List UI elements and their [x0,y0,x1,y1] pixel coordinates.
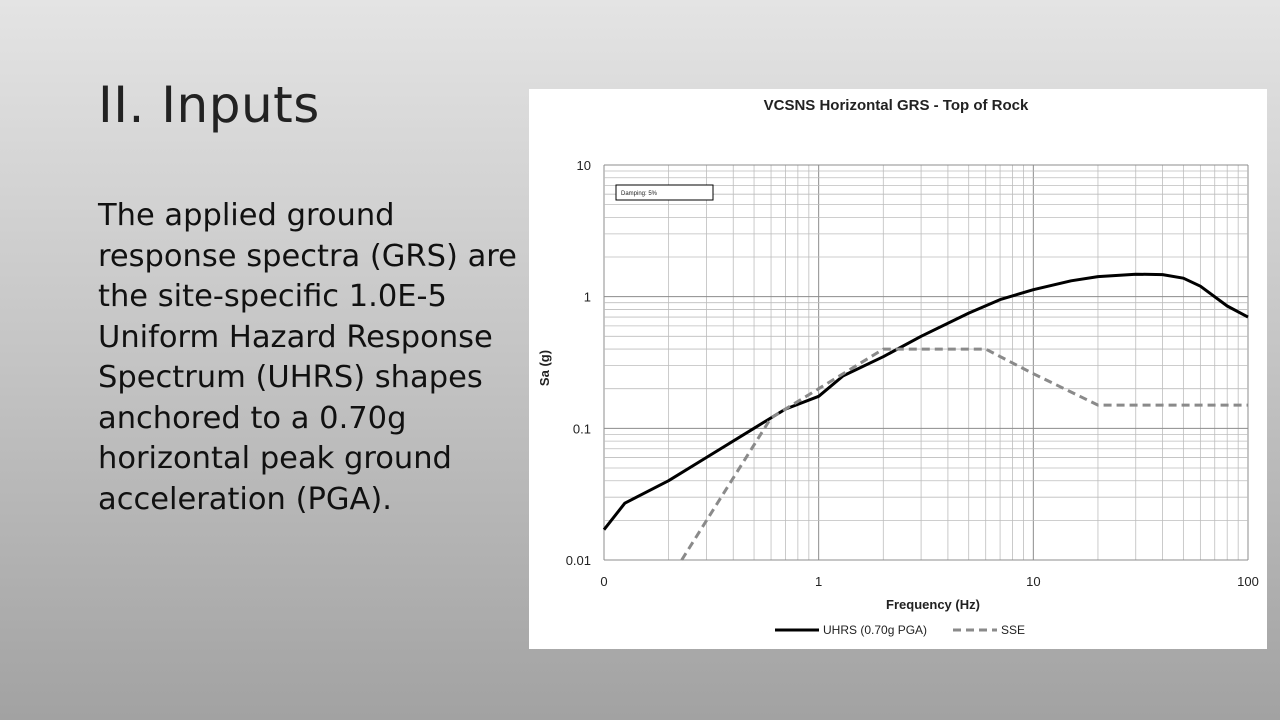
series-lines [602,272,1249,561]
y-tick-label: 0.1 [573,421,591,436]
damping-note: Damping: 5% [615,184,714,201]
x-tick-label: 10 [1026,574,1040,589]
y-tick-label: 1 [584,290,591,305]
chart-title: VCSNS Horizontal GRS - Top of Rock [764,97,1029,114]
x-axis-label: Frequency (Hz) [886,597,980,612]
y-tick-label: 10 [577,158,591,173]
legend-label: SSE [1001,623,1025,637]
series-line-uhrs [602,272,1249,531]
y-tick-label: 0.01 [566,553,591,568]
slide-title: II. Inputs [98,76,320,134]
x-tick-label: 1 [815,574,822,589]
series-line-sse [680,347,1248,561]
y-axis-label: Sa (g) [537,350,552,386]
x-tick-label: 0 [600,574,607,589]
damping-note-text: Damping: 5% [621,191,658,197]
damping-note-box [615,184,714,201]
x-tick-label: 100 [1237,574,1259,589]
legend: UHRS (0.70g PGA) SSE [775,623,1025,637]
legend-label: UHRS (0.70g PGA) [823,623,927,637]
slide-body-text: The applied ground response spectra (GRS… [98,198,517,517]
tick-labels: 0 1 10 100 10 1 0.1 0.01 [566,158,1259,589]
grid [603,164,1249,561]
chart-panel: VCSNS Horizontal GRS - Top of Rock 0 1 10 1… [529,89,1267,649]
spectrum-chart: VCSNS Horizontal GRS - Top of Rock 0 1 10 1… [537,97,1259,637]
